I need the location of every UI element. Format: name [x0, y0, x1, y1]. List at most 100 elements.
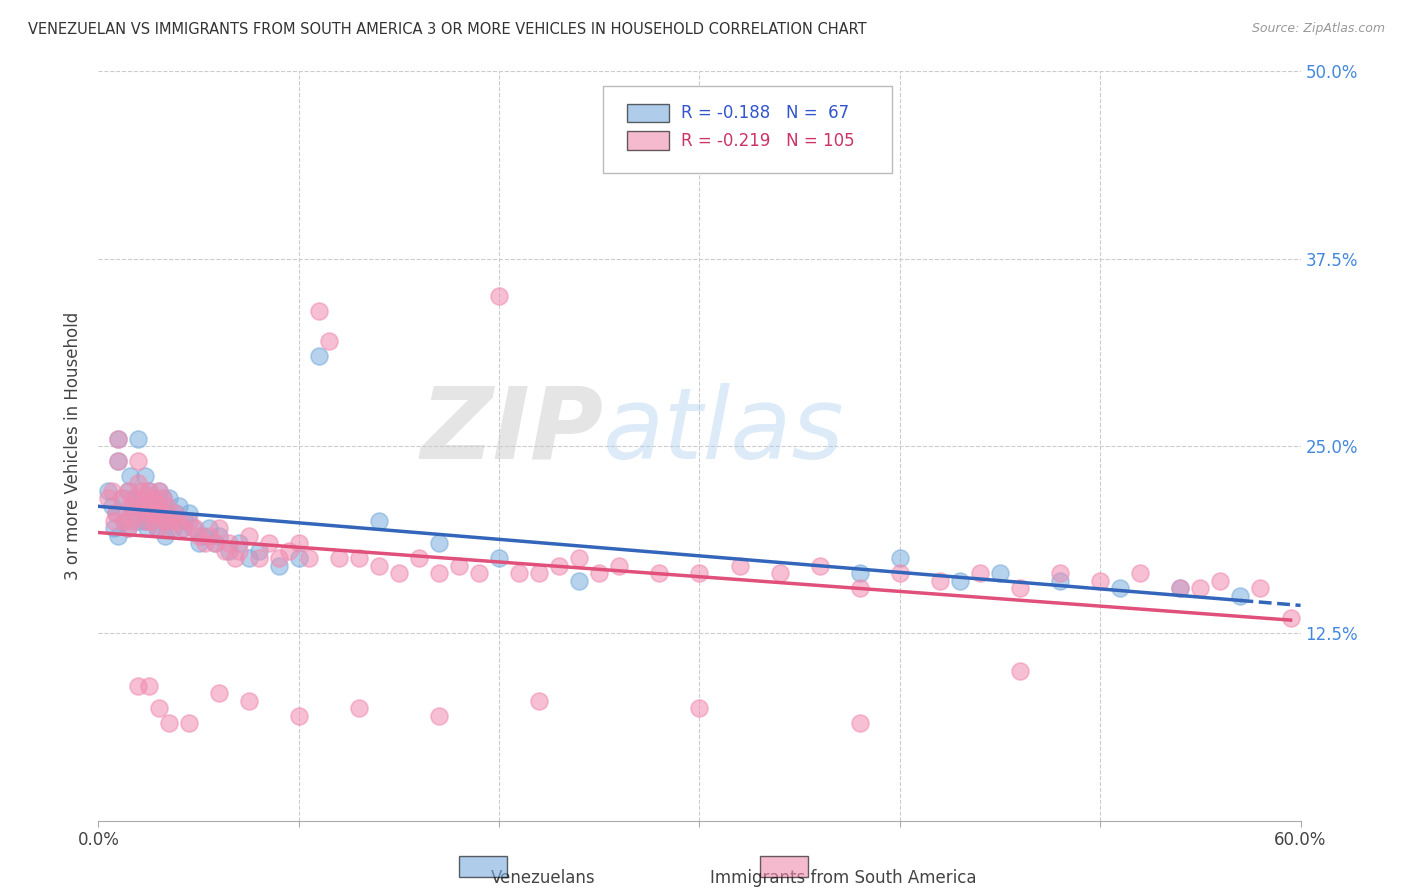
Point	[141, 491, 163, 506]
Point	[148, 499, 170, 513]
Point	[114, 514, 136, 528]
Point	[247, 551, 270, 566]
Point	[488, 551, 510, 566]
Point	[129, 483, 152, 498]
Point	[120, 469, 142, 483]
Text: R = -0.219   N = 105: R = -0.219 N = 105	[682, 132, 855, 150]
Point	[134, 514, 156, 528]
Point	[181, 521, 204, 535]
Point	[568, 574, 591, 588]
Point	[1129, 566, 1152, 581]
Point	[107, 432, 129, 446]
Point	[277, 544, 299, 558]
Point	[141, 491, 163, 506]
Text: atlas: atlas	[603, 383, 845, 480]
Point	[529, 566, 551, 581]
Point	[548, 558, 571, 573]
Point	[368, 514, 391, 528]
Point	[648, 566, 671, 581]
Point	[208, 521, 231, 535]
Point	[347, 701, 370, 715]
Point	[949, 574, 972, 588]
Point	[328, 551, 350, 566]
Point	[145, 521, 167, 535]
Point	[149, 507, 172, 521]
Point	[488, 289, 510, 303]
Point	[117, 483, 139, 498]
Point	[117, 483, 139, 498]
Point	[238, 694, 260, 708]
Point	[849, 566, 872, 581]
Point	[105, 507, 128, 521]
Point	[288, 551, 311, 566]
Text: Immigrants from South America: Immigrants from South America	[710, 870, 977, 888]
Point	[107, 454, 129, 468]
Point	[238, 529, 260, 543]
Point	[1250, 582, 1272, 596]
Point	[134, 514, 156, 528]
Point	[103, 521, 125, 535]
FancyBboxPatch shape	[458, 855, 508, 877]
Point	[128, 432, 150, 446]
Text: VENEZUELAN VS IMMIGRANTS FROM SOUTH AMERICA 3 OR MORE VEHICLES IN HOUSEHOLD CORR: VENEZUELAN VS IMMIGRANTS FROM SOUTH AMER…	[28, 22, 866, 37]
Point	[149, 514, 172, 528]
FancyBboxPatch shape	[759, 855, 807, 877]
Point	[148, 483, 170, 498]
Point	[183, 521, 205, 535]
Point	[138, 679, 160, 693]
Point	[134, 469, 156, 483]
Point	[97, 491, 120, 506]
Point	[208, 686, 231, 700]
Point	[689, 701, 711, 715]
Point	[117, 521, 139, 535]
Point	[689, 566, 711, 581]
Point	[139, 514, 162, 528]
Point	[124, 491, 146, 506]
Point	[152, 491, 174, 506]
Point	[194, 536, 217, 550]
Point	[889, 566, 911, 581]
Point	[128, 454, 150, 468]
Point	[214, 544, 236, 558]
Point	[121, 499, 143, 513]
Point	[143, 507, 166, 521]
Point	[177, 716, 200, 731]
Point	[508, 566, 530, 581]
Point	[388, 566, 411, 581]
Point	[1088, 574, 1111, 588]
Point	[308, 304, 330, 318]
Y-axis label: 3 or more Vehicles in Household: 3 or more Vehicles in Household	[65, 312, 83, 580]
Point	[143, 507, 166, 521]
Text: Venezuelans: Venezuelans	[491, 870, 596, 888]
Text: R = -0.188   N =  67: R = -0.188 N = 67	[682, 104, 849, 122]
Text: ZIP: ZIP	[420, 383, 603, 480]
Point	[155, 507, 177, 521]
Point	[529, 694, 551, 708]
Point	[97, 483, 120, 498]
Point	[257, 536, 280, 550]
Point	[849, 716, 872, 731]
Point	[152, 491, 174, 506]
Point	[124, 507, 146, 521]
Point	[191, 529, 214, 543]
Point	[769, 566, 792, 581]
Point	[177, 507, 200, 521]
Point	[929, 574, 952, 588]
Point	[889, 551, 911, 566]
Point	[988, 566, 1011, 581]
Point	[120, 499, 142, 513]
Point	[1010, 664, 1032, 678]
Point	[101, 483, 124, 498]
Point	[103, 514, 125, 528]
Point	[145, 521, 167, 535]
Point	[138, 483, 160, 498]
Point	[128, 679, 150, 693]
Point	[114, 514, 136, 528]
Point	[267, 551, 290, 566]
Point	[187, 529, 209, 543]
Point	[204, 536, 226, 550]
Point	[131, 499, 153, 513]
Point	[177, 514, 200, 528]
Point	[368, 558, 391, 573]
Point	[101, 499, 124, 513]
